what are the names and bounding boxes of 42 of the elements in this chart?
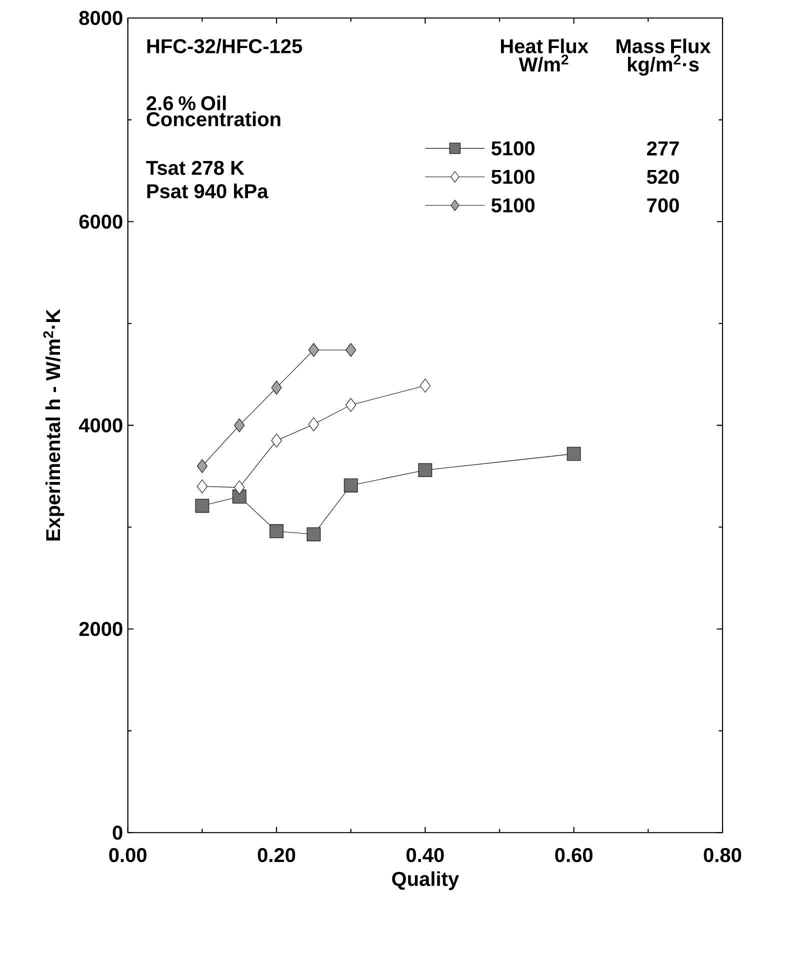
x-axis-title: Quality	[392, 871, 459, 890]
annotation: Mass Flux kg/m$^{2}$·s	[616, 38, 711, 76]
point	[195, 498, 210, 513]
point	[420, 378, 430, 393]
x-tick-label: 0.40	[406, 848, 444, 862]
y-tick-label: 4000	[78, 418, 122, 432]
point	[234, 480, 245, 494]
point	[346, 398, 356, 412]
point	[196, 479, 208, 494]
point	[308, 343, 319, 357]
point	[196, 459, 208, 473]
point	[271, 434, 282, 448]
point	[271, 380, 282, 395]
point	[344, 478, 358, 492]
legend-label: 5100	[491, 198, 535, 212]
annotation: Tsat 278 K	[146, 160, 244, 175]
annotation: 277	[647, 141, 679, 156]
annotation: HFC-32/HFC-125	[147, 38, 302, 54]
point	[308, 417, 319, 432]
point	[418, 463, 432, 478]
x-tick-label: 0.20	[258, 848, 296, 862]
point	[270, 524, 284, 538]
annotation: 520	[646, 170, 679, 184]
y-tick-label: 6000	[79, 214, 122, 229]
point	[306, 527, 321, 542]
x-tick-label: 0.80	[704, 848, 742, 862]
y-tick-label: 0	[112, 826, 122, 840]
x-tick-label: 0.60	[555, 848, 592, 862]
annotation: 700	[647, 198, 679, 212]
y-tick-label: 8000	[79, 10, 122, 26]
point	[566, 446, 581, 461]
x-tick-label: 0.00	[109, 848, 146, 862]
annotation: 2.6 % Oil Concentration	[146, 96, 280, 126]
point	[346, 343, 356, 357]
y-tick-label: 2000	[79, 622, 122, 636]
legend-title: Heat Flux W/m$^{2}$	[501, 38, 588, 72]
point	[232, 490, 246, 504]
legend-label: 5100	[491, 170, 535, 184]
annotation: Psat 940 kPa	[147, 184, 268, 198]
legend-label: 5100	[491, 141, 535, 156]
y-axis-title: Experimental h - W/m$^{2}$·K	[43, 309, 64, 540]
point	[234, 418, 245, 432]
